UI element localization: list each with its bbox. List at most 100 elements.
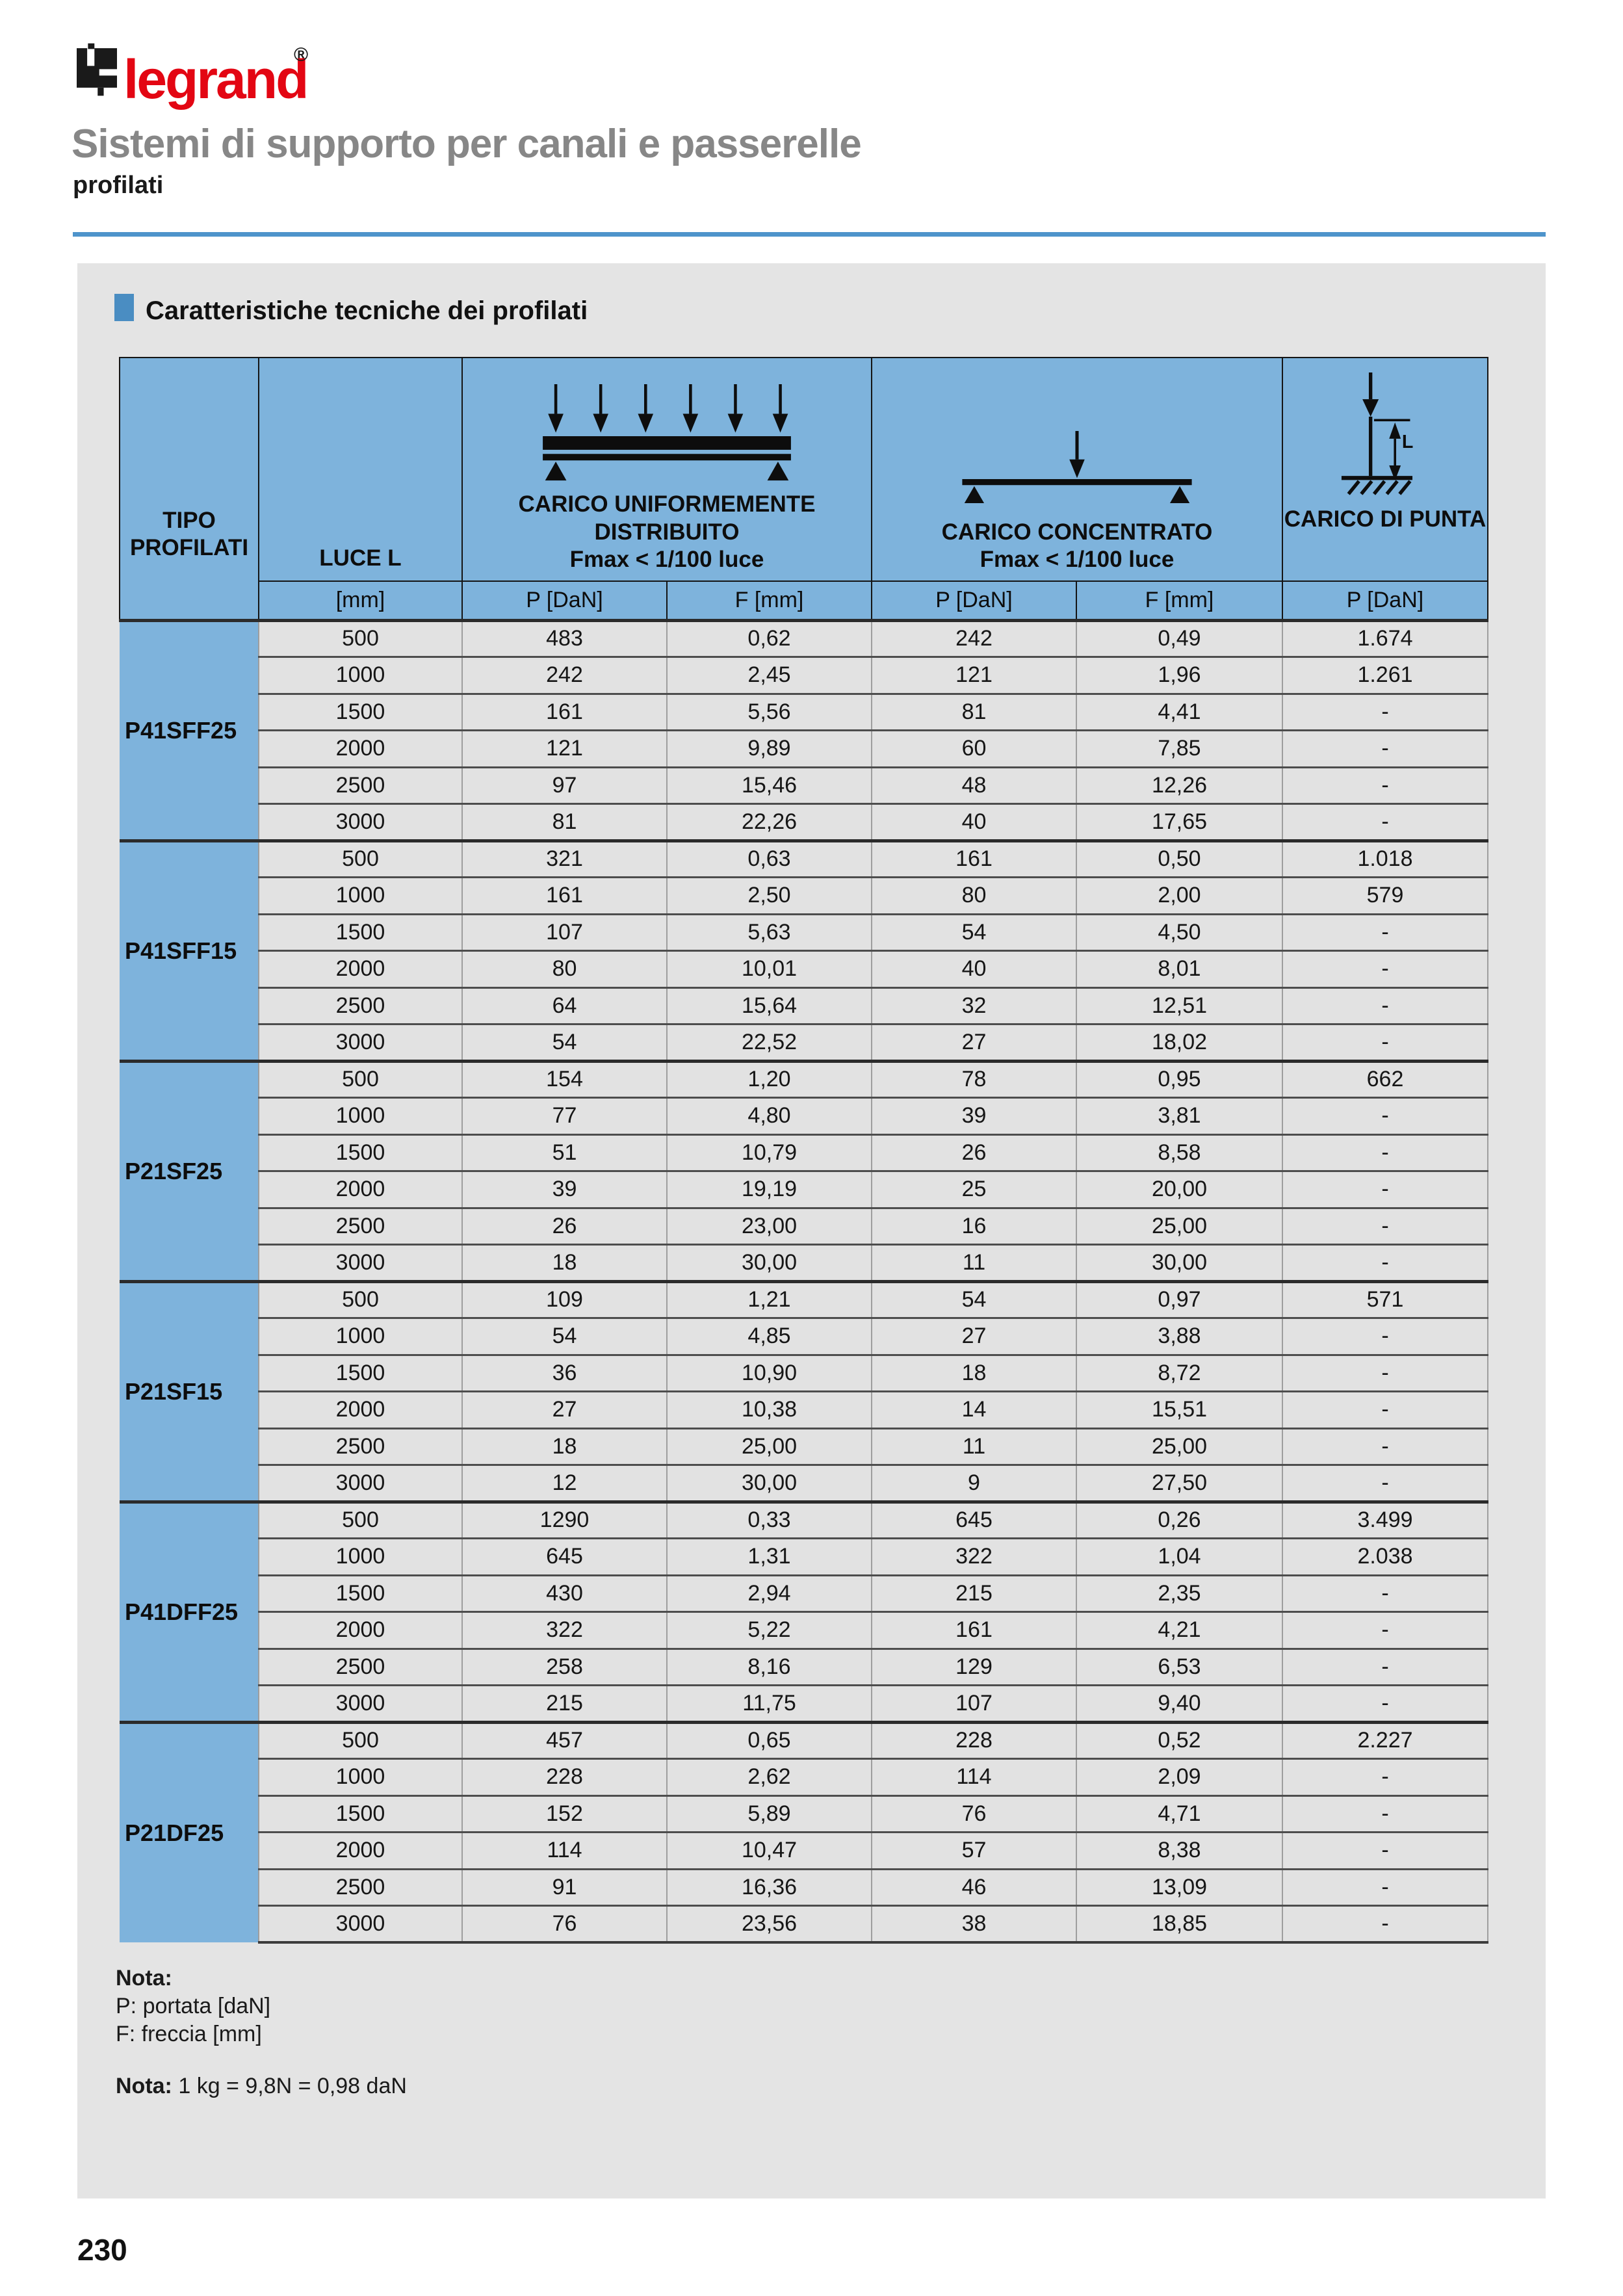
data-cell: 91 bbox=[461, 1868, 668, 1906]
data-cell: - bbox=[1282, 766, 1488, 804]
data-cell: 500 bbox=[258, 1720, 463, 1759]
data-cell: 19,19 bbox=[666, 1170, 872, 1208]
data-cell: 48 bbox=[871, 766, 1077, 804]
table-row: P41DFF25 500 1290 0,33 645 0,26 3.499 bbox=[120, 1500, 1488, 1722]
table-row: 1500 152 5,89 76 4,71- bbox=[120, 1794, 1488, 1833]
data-cell: 8,72 bbox=[1076, 1353, 1283, 1392]
data-cell: 2,35 bbox=[1076, 1574, 1283, 1612]
data-cell: 7,85 bbox=[1076, 729, 1283, 767]
data-cell: 1000 bbox=[258, 1537, 463, 1575]
data-cell: 322 bbox=[871, 1537, 1077, 1575]
data-cell: 26 bbox=[461, 1207, 668, 1245]
data-cell: 54 bbox=[461, 1317, 668, 1355]
table-units-row: [mm] P [DaN] F [mm] P [DaN] F [mm] P [Da… bbox=[120, 581, 1488, 621]
data-cell: 12,26 bbox=[1076, 766, 1283, 804]
data-cell: 1500 bbox=[258, 1574, 463, 1612]
legrand-logo-icon bbox=[77, 43, 117, 96]
data-cell: 500 bbox=[258, 618, 463, 657]
section-title: Caratteristiche tecniche dei profilati bbox=[146, 296, 588, 325]
data-cell: 228 bbox=[461, 1758, 668, 1795]
data-cell: 54 bbox=[461, 1023, 668, 1061]
header-carico-distribuito: CARICO UNIFORMEMENTE DISTRIBUITO Fmax < … bbox=[461, 357, 872, 582]
unit-cell: P [DaN] bbox=[1282, 581, 1488, 621]
data-cell: 0,52 bbox=[1076, 1720, 1283, 1759]
data-cell: 2,50 bbox=[666, 876, 872, 914]
data-cell: - bbox=[1282, 1905, 1488, 1944]
data-cell: 2500 bbox=[258, 1647, 463, 1686]
data-cell: 1290 bbox=[461, 1500, 668, 1539]
data-cell: 10,47 bbox=[666, 1831, 872, 1869]
data-cell: - bbox=[1282, 1758, 1488, 1795]
data-cell: 5,63 bbox=[666, 913, 872, 951]
data-cell: 4,85 bbox=[666, 1317, 872, 1355]
data-cell: 27 bbox=[871, 1023, 1077, 1061]
data-cell: 1000 bbox=[258, 1758, 463, 1795]
data-cell: 3000 bbox=[258, 1905, 463, 1944]
data-cell: 81 bbox=[871, 692, 1077, 731]
table-row: 1500 107 5,63 54 4,50- bbox=[120, 913, 1488, 951]
data-cell: 152 bbox=[461, 1794, 668, 1833]
data-cell: 12 bbox=[461, 1464, 668, 1502]
data-cell: 2500 bbox=[258, 1427, 463, 1465]
data-cell: - bbox=[1282, 1207, 1488, 1245]
data-cell: 1,04 bbox=[1076, 1537, 1283, 1575]
data-cell: 0,62 bbox=[666, 618, 872, 657]
data-cell: 3,88 bbox=[1076, 1317, 1283, 1355]
table-row: P41SFF25 500 483 0,62 242 0,49 1.674 bbox=[120, 618, 1488, 841]
data-cell: - bbox=[1282, 1317, 1488, 1355]
data-cell: 321 bbox=[461, 839, 668, 878]
data-cell: 30,00 bbox=[1076, 1244, 1283, 1281]
data-cell: - bbox=[1282, 1647, 1488, 1686]
data-cell: 97 bbox=[461, 766, 668, 804]
table-row: 2000 114 10,47 57 8,38- bbox=[120, 1831, 1488, 1869]
profile-name-cell: P41SFF15 bbox=[120, 839, 259, 1061]
data-cell: - bbox=[1282, 692, 1488, 731]
data-cell: 3000 bbox=[258, 803, 463, 841]
data-cell: 2.227 bbox=[1282, 1720, 1488, 1759]
data-cell: 77 bbox=[461, 1097, 668, 1134]
table-row: 1000 228 2,62 114 2,09- bbox=[120, 1758, 1488, 1795]
data-cell: 5,22 bbox=[666, 1611, 872, 1649]
data-cell: 8,16 bbox=[666, 1647, 872, 1686]
data-cell: 2000 bbox=[258, 729, 463, 767]
data-cell: 430 bbox=[461, 1574, 668, 1612]
data-cell: 26 bbox=[871, 1133, 1077, 1171]
data-cell: 121 bbox=[871, 656, 1077, 694]
data-cell: 4,71 bbox=[1076, 1794, 1283, 1833]
table-row: 1000 242 2,45 121 1,96 1.261 bbox=[120, 656, 1488, 694]
data-cell: 38 bbox=[871, 1905, 1077, 1944]
note2-label: Nota: bbox=[116, 2074, 172, 2098]
data-cell: 8,58 bbox=[1076, 1133, 1283, 1171]
data-cell: 114 bbox=[461, 1831, 668, 1869]
data-cell: 1000 bbox=[258, 656, 463, 694]
data-cell: - bbox=[1282, 1170, 1488, 1208]
header-tipo-line1: TIPO bbox=[162, 507, 216, 533]
data-cell: 4,80 bbox=[666, 1097, 872, 1134]
data-cell: 2,62 bbox=[666, 1758, 872, 1795]
data-cell: 4,21 bbox=[1076, 1611, 1283, 1649]
data-cell: 10,01 bbox=[666, 950, 872, 987]
table-row: 2500 258 8,16 129 6,53- bbox=[120, 1647, 1488, 1686]
header-concentrato-subtitle: Fmax < 1/100 luce bbox=[980, 547, 1175, 573]
data-cell: 10,38 bbox=[666, 1390, 872, 1428]
page-title: Sistemi di supporto per canali e passere… bbox=[71, 122, 862, 166]
table-row: 2500 97 15,46 48 12,26- bbox=[120, 766, 1488, 804]
table-row: P41SFF15 500 321 0,63 161 0,50 1.018 bbox=[120, 839, 1488, 1061]
data-cell: 1500 bbox=[258, 1353, 463, 1392]
data-cell: 2000 bbox=[258, 1390, 463, 1428]
data-cell: 0,26 bbox=[1076, 1500, 1283, 1539]
data-cell: 242 bbox=[461, 656, 668, 694]
data-cell: 81 bbox=[461, 803, 668, 841]
data-cell: 5,89 bbox=[666, 1794, 872, 1833]
page-number: 230 bbox=[77, 2233, 127, 2267]
table-row: 2500 91 16,36 46 13,09- bbox=[120, 1868, 1488, 1906]
data-cell: 78 bbox=[871, 1059, 1077, 1098]
data-cell: 1500 bbox=[258, 913, 463, 951]
data-cell: - bbox=[1282, 1427, 1488, 1465]
data-cell: 80 bbox=[871, 876, 1077, 914]
data-cell: 154 bbox=[461, 1059, 668, 1098]
data-cell: 1000 bbox=[258, 876, 463, 914]
data-cell: 27 bbox=[461, 1390, 668, 1428]
data-cell: 10,90 bbox=[666, 1353, 872, 1392]
